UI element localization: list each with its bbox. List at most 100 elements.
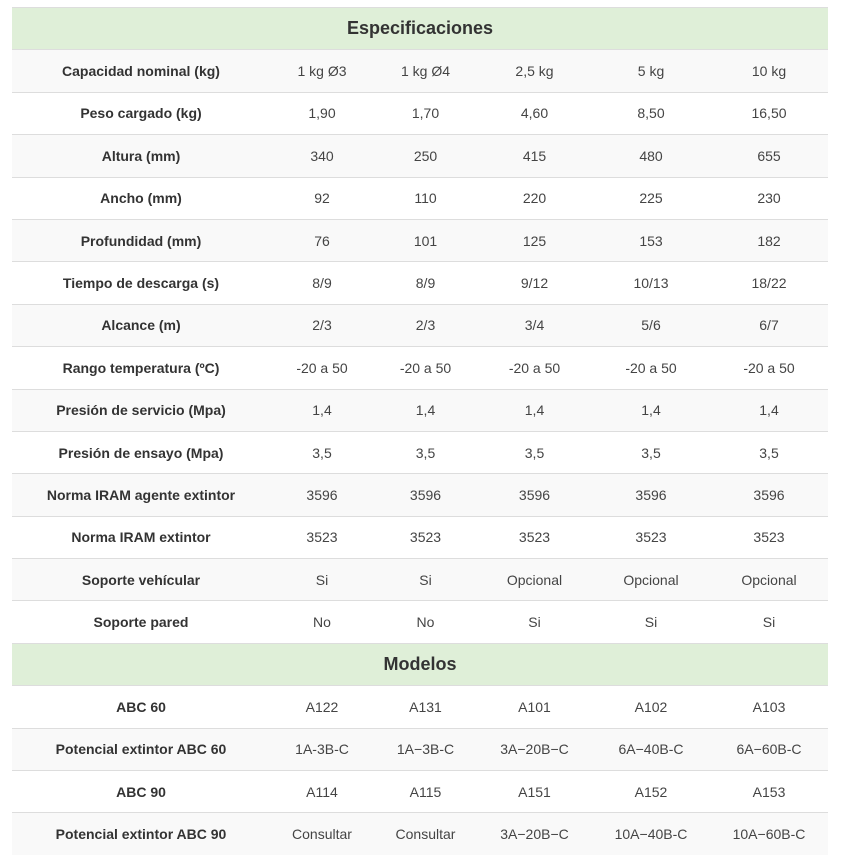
cell-value: A115	[374, 770, 477, 813]
cell-value: 10A−60B-C	[710, 812, 829, 855]
cell-value: -20 a 50	[270, 346, 374, 390]
table-row: Norma IRAM extintor 3523 3523 3523 3523 3523	[12, 515, 829, 559]
table-row: Alcance (m) 2/3 2/3 3/4 5/6 6/7	[12, 303, 829, 347]
cell-value: Opcional	[592, 558, 710, 601]
cell-value: -20 a 50	[592, 346, 710, 390]
specifications-table: Especificaciones Capacidad nominal (kg) 1 …	[12, 6, 829, 855]
cell-value: A131	[374, 685, 477, 729]
cell-value: 225	[592, 176, 710, 220]
section-title: Especificaciones	[12, 6, 829, 50]
table-row: Potencial extintor ABC 90 Consultar Consul…	[12, 812, 829, 855]
cell-value: 3A−20B−C	[477, 812, 592, 855]
row-label: Potencial extintor ABC 90	[12, 812, 270, 855]
table-row: Rango temperatura (ºC) -20 a 50 -20 a 50 -2…	[12, 346, 829, 390]
cell-value: 3523	[374, 515, 477, 559]
row-label: Presión de ensayo (Mpa)	[12, 430, 270, 474]
cell-value: 1,90	[270, 91, 374, 135]
cell-value: 415	[477, 134, 592, 178]
cell-value: 153	[592, 218, 710, 262]
cell-value: 1,4	[270, 388, 374, 432]
row-label: Capacidad nominal (kg)	[12, 49, 270, 93]
row-label: ABC 60	[12, 685, 270, 729]
row-label: Ancho (mm)	[12, 176, 270, 220]
cell-value: 3596	[477, 473, 592, 517]
cell-value: 5/6	[592, 303, 710, 347]
cell-value: 6A−60B-C	[710, 727, 829, 771]
row-label: Norma IRAM agente extintor	[12, 473, 270, 517]
cell-value: 3523	[477, 515, 592, 559]
table-row: Norma IRAM agente extintor 3596 3596 3596 35…	[12, 473, 829, 517]
cell-value: 10/13	[592, 261, 710, 305]
section-header-row: Modelos	[12, 642, 829, 686]
cell-value: 6A−40B-C	[592, 727, 710, 771]
cell-value: No	[374, 600, 477, 644]
cell-value: 3/4	[477, 303, 592, 347]
cell-value: 92	[270, 176, 374, 220]
table-row: Tiempo de descarga (s) 8/9 8/9 9/12 10/13 18/…	[12, 261, 829, 305]
cell-value: 655	[710, 134, 829, 178]
cell-value: 10A−40B-C	[592, 812, 710, 855]
cell-value: 1A−3B-C	[374, 727, 477, 771]
cell-value: 18/22	[710, 261, 829, 305]
cell-value: 5 kg	[592, 49, 710, 93]
cell-value: 3596	[374, 473, 477, 517]
table-row: Ancho (mm) 92 110 220 225 230	[12, 176, 829, 220]
cell-value: -20 a 50	[477, 346, 592, 390]
cell-value: Opcional	[477, 558, 592, 601]
table-row: ABC 60 A122 A131 A101 A102 A103	[12, 685, 829, 729]
cell-value: 230	[710, 176, 829, 220]
cell-value: 125	[477, 218, 592, 262]
row-label: Profundidad (mm)	[12, 218, 270, 262]
cell-value: 1,4	[477, 388, 592, 432]
cell-value: A114	[270, 770, 374, 813]
cell-value: 6/7	[710, 303, 829, 347]
row-label: Soporte vehícular	[12, 558, 270, 601]
cell-value: 3,5	[592, 430, 710, 474]
cell-value: 3523	[270, 515, 374, 559]
table-row: ABC 90 A114 A115 A151 A152 A153	[12, 770, 829, 813]
table-row: Profundidad (mm) 76 101 125 153 182	[12, 218, 829, 262]
table-row: Potencial extintor ABC 60 1A-3B-C 1A−3B-C 3…	[12, 727, 829, 771]
cell-value: A151	[477, 770, 592, 813]
cell-value: 1A-3B-C	[270, 727, 374, 771]
cell-value: A103	[710, 685, 829, 729]
cell-value: 2,5 kg	[477, 49, 592, 93]
cell-value: 3,5	[477, 430, 592, 474]
table-row: Soporte vehícular Si Si Opcional Opcional Opc…	[12, 558, 829, 601]
cell-value: 9/12	[477, 261, 592, 305]
cell-value: 3523	[592, 515, 710, 559]
row-label: Peso cargado (kg)	[12, 91, 270, 135]
table-row: Peso cargado (kg) 1,90 1,70 4,60 8,50 16,50	[12, 91, 829, 135]
row-label: Altura (mm)	[12, 134, 270, 178]
cell-value: Si	[710, 600, 829, 644]
cell-value: 250	[374, 134, 477, 178]
cell-value: 1,4	[374, 388, 477, 432]
row-label: Presión de servicio (Mpa)	[12, 388, 270, 432]
cell-value: 3,5	[710, 430, 829, 474]
cell-value: -20 a 50	[374, 346, 477, 390]
row-label: ABC 90	[12, 770, 270, 813]
cell-value: Si	[477, 600, 592, 644]
row-label: Norma IRAM extintor	[12, 515, 270, 559]
row-label: Alcance (m)	[12, 303, 270, 347]
table-row: Soporte pared No No Si Si Si	[12, 600, 829, 644]
cell-value: 182	[710, 218, 829, 262]
cell-value: 1,70	[374, 91, 477, 135]
section-title: Modelos	[12, 642, 829, 686]
cell-value: 8/9	[270, 261, 374, 305]
table-row: Altura (mm) 340 250 415 480 655	[12, 134, 829, 178]
cell-value: 3,5	[374, 430, 477, 474]
row-label: Rango temperatura (ºC)	[12, 346, 270, 390]
cell-value: 1,4	[592, 388, 710, 432]
cell-value: 3596	[710, 473, 829, 517]
section-header-row: Especificaciones	[12, 6, 829, 50]
cell-value: 10 kg	[710, 49, 829, 93]
table-row: Presión de ensayo (Mpa) 3,5 3,5 3,5 3,5 3,5	[12, 430, 829, 474]
cell-value: 3,5	[270, 430, 374, 474]
cell-value: 101	[374, 218, 477, 262]
cell-value: 1 kg Ø3	[270, 49, 374, 93]
cell-value: -20 a 50	[710, 346, 829, 390]
row-label: Tiempo de descarga (s)	[12, 261, 270, 305]
cell-value: A101	[477, 685, 592, 729]
cell-value: 340	[270, 134, 374, 178]
